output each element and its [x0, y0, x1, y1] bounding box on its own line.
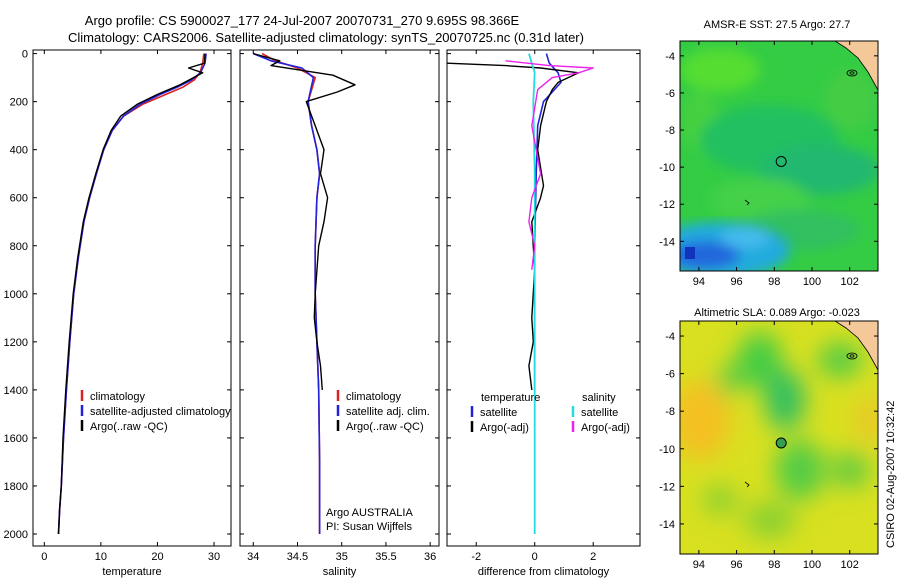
difference-series-salinity-argo-adj-	[505, 60, 594, 270]
salinity-panel: 34 34.5 35 35.5 36 salinity climatology satelli…	[239, 49, 440, 578]
sla_map-xtick-label: 94	[693, 559, 705, 571]
sla-map-title: Altimetric SLA: 0.089 Argo: -0.023	[694, 307, 860, 319]
sst-map-axes: 94 96 98 100 102 -4 -6 -8 -10 -12 -14	[659, 41, 878, 288]
sst_map-ytick-label: -8	[665, 125, 675, 137]
difference-series-temperature-satellite	[533, 53, 562, 390]
sla_map-xtick-label: 102	[841, 559, 859, 571]
temperature-ytick-label: 600	[10, 193, 28, 205]
salinity-annotation-line: Argo AUSTRALIA	[326, 507, 413, 519]
difference-xtick-label: -2	[471, 551, 481, 563]
salinity-annotation-line: PI: Susan Wijffels	[326, 521, 412, 533]
sst_map-xtick-label: 98	[768, 276, 780, 288]
temperature-ytick-label: 1200	[4, 337, 28, 349]
difference-legend-label: satellite	[480, 407, 517, 419]
sst_map-ytick-label: -12	[659, 199, 675, 211]
difference-xtick-label: 0	[532, 551, 538, 563]
salinity-xlabel: salinity	[323, 566, 357, 578]
sla_map-xtick-label: 100	[803, 559, 821, 571]
difference-xlabel: difference from climatology	[478, 566, 610, 578]
difference-legend-label: Argo(-adj)	[581, 422, 630, 434]
difference-series-group	[447, 53, 594, 534]
difference-xtick-label: 2	[590, 551, 596, 563]
difference-series-temperature-argo-adj-	[447, 62, 580, 390]
temperature-series-group	[57, 53, 207, 535]
difference-legend: temperature salinity satellite Argo(-adj) sa…	[470, 392, 630, 434]
sla-argo-location-marker	[775, 437, 787, 449]
temperature-series-argo	[57, 53, 206, 535]
temperature-ytick-label: 2000	[4, 529, 28, 541]
temperature-xlabel: temperature	[102, 566, 161, 578]
sla-map-frame	[679, 320, 879, 555]
csiro-timestamp: CSIRO 02-Aug-2007 10:32:42	[885, 401, 897, 548]
salinity-xtick-label: 35	[336, 551, 348, 563]
figure-title-line2: Climatology: CARS2006. Satellite-adjuste…	[68, 30, 584, 45]
temperature-ytick-label: 800	[10, 241, 28, 253]
sla-map-field	[680, 321, 878, 554]
temperature-axes-frame	[32, 49, 232, 547]
temperature-legend: climatology satellite-adjusted climatolog…	[80, 390, 231, 433]
sla_map-ytick-label: -14	[659, 519, 675, 531]
difference-panel: -2 0 2 difference from climatology temperatu…	[446, 49, 641, 578]
temperature-ytick-label: 0	[22, 49, 28, 61]
salinity-axes-frame	[239, 49, 440, 547]
temperature-xtick-label: 20	[151, 551, 163, 563]
temperature-legend-label: climatology	[90, 391, 146, 403]
sst_map-xtick-label: 100	[803, 276, 821, 288]
sla_map-ytick-label: -12	[659, 481, 675, 493]
sst_map-xtick-label: 96	[730, 276, 742, 288]
difference-axes-frame	[446, 49, 641, 547]
difference-legend-salinity-title: salinity	[582, 392, 616, 404]
temperature-ytick-label: 1600	[4, 433, 28, 445]
salinity-legend-label: satellite adj. clim.	[346, 406, 430, 418]
sst-map: AMSR-E SST: 27.5 Argo: 27.7	[659, 19, 879, 288]
salinity-xtick-label: 34	[247, 551, 259, 563]
salinity-legend-label: climatology	[346, 391, 402, 403]
difference-series-salinity-satellite	[528, 53, 536, 534]
temperature-ytick-label: 400	[10, 145, 28, 157]
sla_map-xtick-label: 96	[730, 559, 742, 571]
salinity-xtick-label: 36	[424, 551, 436, 563]
sst-map-frame	[679, 40, 879, 272]
temperature-ytick-label: 200	[10, 97, 28, 109]
sst_map-xtick-label: 102	[841, 276, 859, 288]
sst_map-xtick-label: 94	[693, 276, 705, 288]
sla-map: Altimetric SLA: 0.089 Argo: -0.023 94	[659, 307, 879, 571]
salinity-legend: climatology satellite adj. clim. Argo(..ra…	[336, 390, 430, 433]
sst_map-ytick-label: -4	[665, 51, 675, 63]
temperature-xtick-label: 30	[208, 551, 220, 563]
figure-title-line1: Argo profile: CS 5900027_177 24-Jul-2007…	[85, 13, 520, 28]
temperature-ytick-label: 1400	[4, 385, 28, 397]
salinity-xtick-label: 35.5	[375, 551, 396, 563]
temperature-xtick-label: 10	[95, 551, 107, 563]
sst-argo-location-marker	[775, 156, 787, 167]
sla_map-ytick-label: -4	[665, 331, 675, 343]
sst-map-title: AMSR-E SST: 27.5 Argo: 27.7	[704, 19, 851, 31]
temperature-series-climatology	[57, 53, 205, 535]
difference-legend-label: Argo(-adj)	[480, 422, 529, 434]
temperature-ytick-label: 1000	[4, 289, 28, 301]
salinity-xtick-label: 34.5	[287, 551, 308, 563]
temperature-panel: 0 10 20 30 temperature 0 200 400 600 800 1000 1200 1…	[4, 49, 232, 578]
sla-map-axes: 94 96 98 100 102 -4 -6 -8 -10 -12 -14	[659, 321, 878, 571]
sst_map-ytick-label: -10	[659, 162, 675, 174]
salinity-series-satellite	[252, 52, 321, 534]
sst_map-ytick-label: -6	[665, 88, 675, 100]
temperature-xtick-label: 0	[41, 551, 47, 563]
sla_map-ytick-label: -6	[665, 369, 675, 381]
temperature-legend-label: satellite-adjusted climatology	[90, 406, 231, 418]
salinity-series-group	[252, 52, 356, 534]
sla_map-xtick-label: 98	[768, 559, 780, 571]
sla_map-ytick-label: -10	[659, 444, 675, 456]
salinity-series-argo	[253, 52, 356, 390]
difference-legend-temperature-title: temperature	[481, 392, 540, 404]
difference-legend-label: satellite	[581, 407, 618, 419]
temperature-ytick-label: 1800	[4, 481, 28, 493]
sst-map-field	[680, 41, 878, 271]
sst_map-ytick-label: -14	[659, 236, 675, 248]
temperature-legend-label: Argo(..raw -QC)	[90, 421, 168, 433]
sla_map-ytick-label: -8	[665, 406, 675, 418]
temperature-series-satellite	[57, 53, 207, 535]
salinity-legend-label: Argo(..raw -QC)	[346, 421, 424, 433]
